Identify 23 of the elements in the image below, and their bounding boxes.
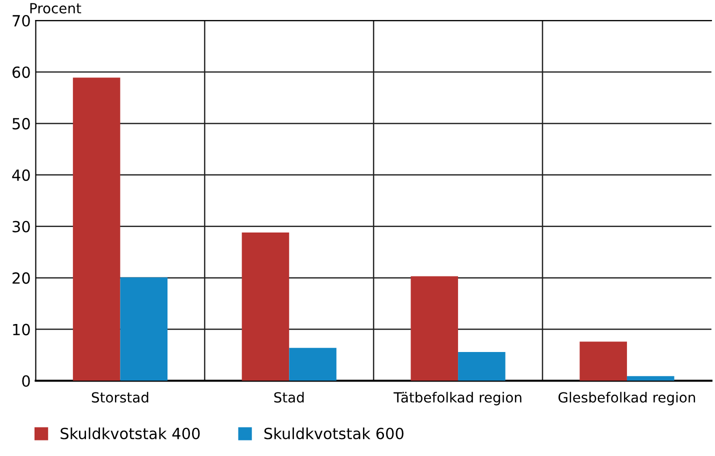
y-tick-label: 70: [12, 14, 30, 27]
legend-label: Skuldkvotstak 600: [264, 427, 404, 440]
bar: [72, 78, 120, 381]
bar: [289, 348, 336, 381]
y-axis-title: Procent: [30, 3, 82, 14]
y-tick-label: 20: [12, 272, 30, 284]
y-tick-label: 30: [12, 220, 30, 232]
x-tick-label: Storstad: [92, 392, 148, 403]
bar: [410, 276, 458, 381]
bar: [580, 342, 627, 381]
legend-label: Skuldkvotstak 400: [60, 427, 200, 440]
y-tick-label: 40: [12, 169, 30, 181]
x-tick-label: Glesbefolkad region: [558, 392, 696, 406]
y-tick-label: 60: [12, 66, 30, 78]
y-tick-label: 0: [22, 375, 30, 387]
bar: [458, 352, 506, 381]
y-tick-label: 10: [13, 324, 30, 336]
bar: [120, 277, 168, 381]
x-tick-label: Stad: [274, 392, 304, 403]
bar: [626, 376, 674, 381]
x-tick-label: Tätbefolkad region: [394, 392, 522, 406]
y-tick-label: 50: [12, 118, 30, 130]
bar: [242, 232, 290, 381]
